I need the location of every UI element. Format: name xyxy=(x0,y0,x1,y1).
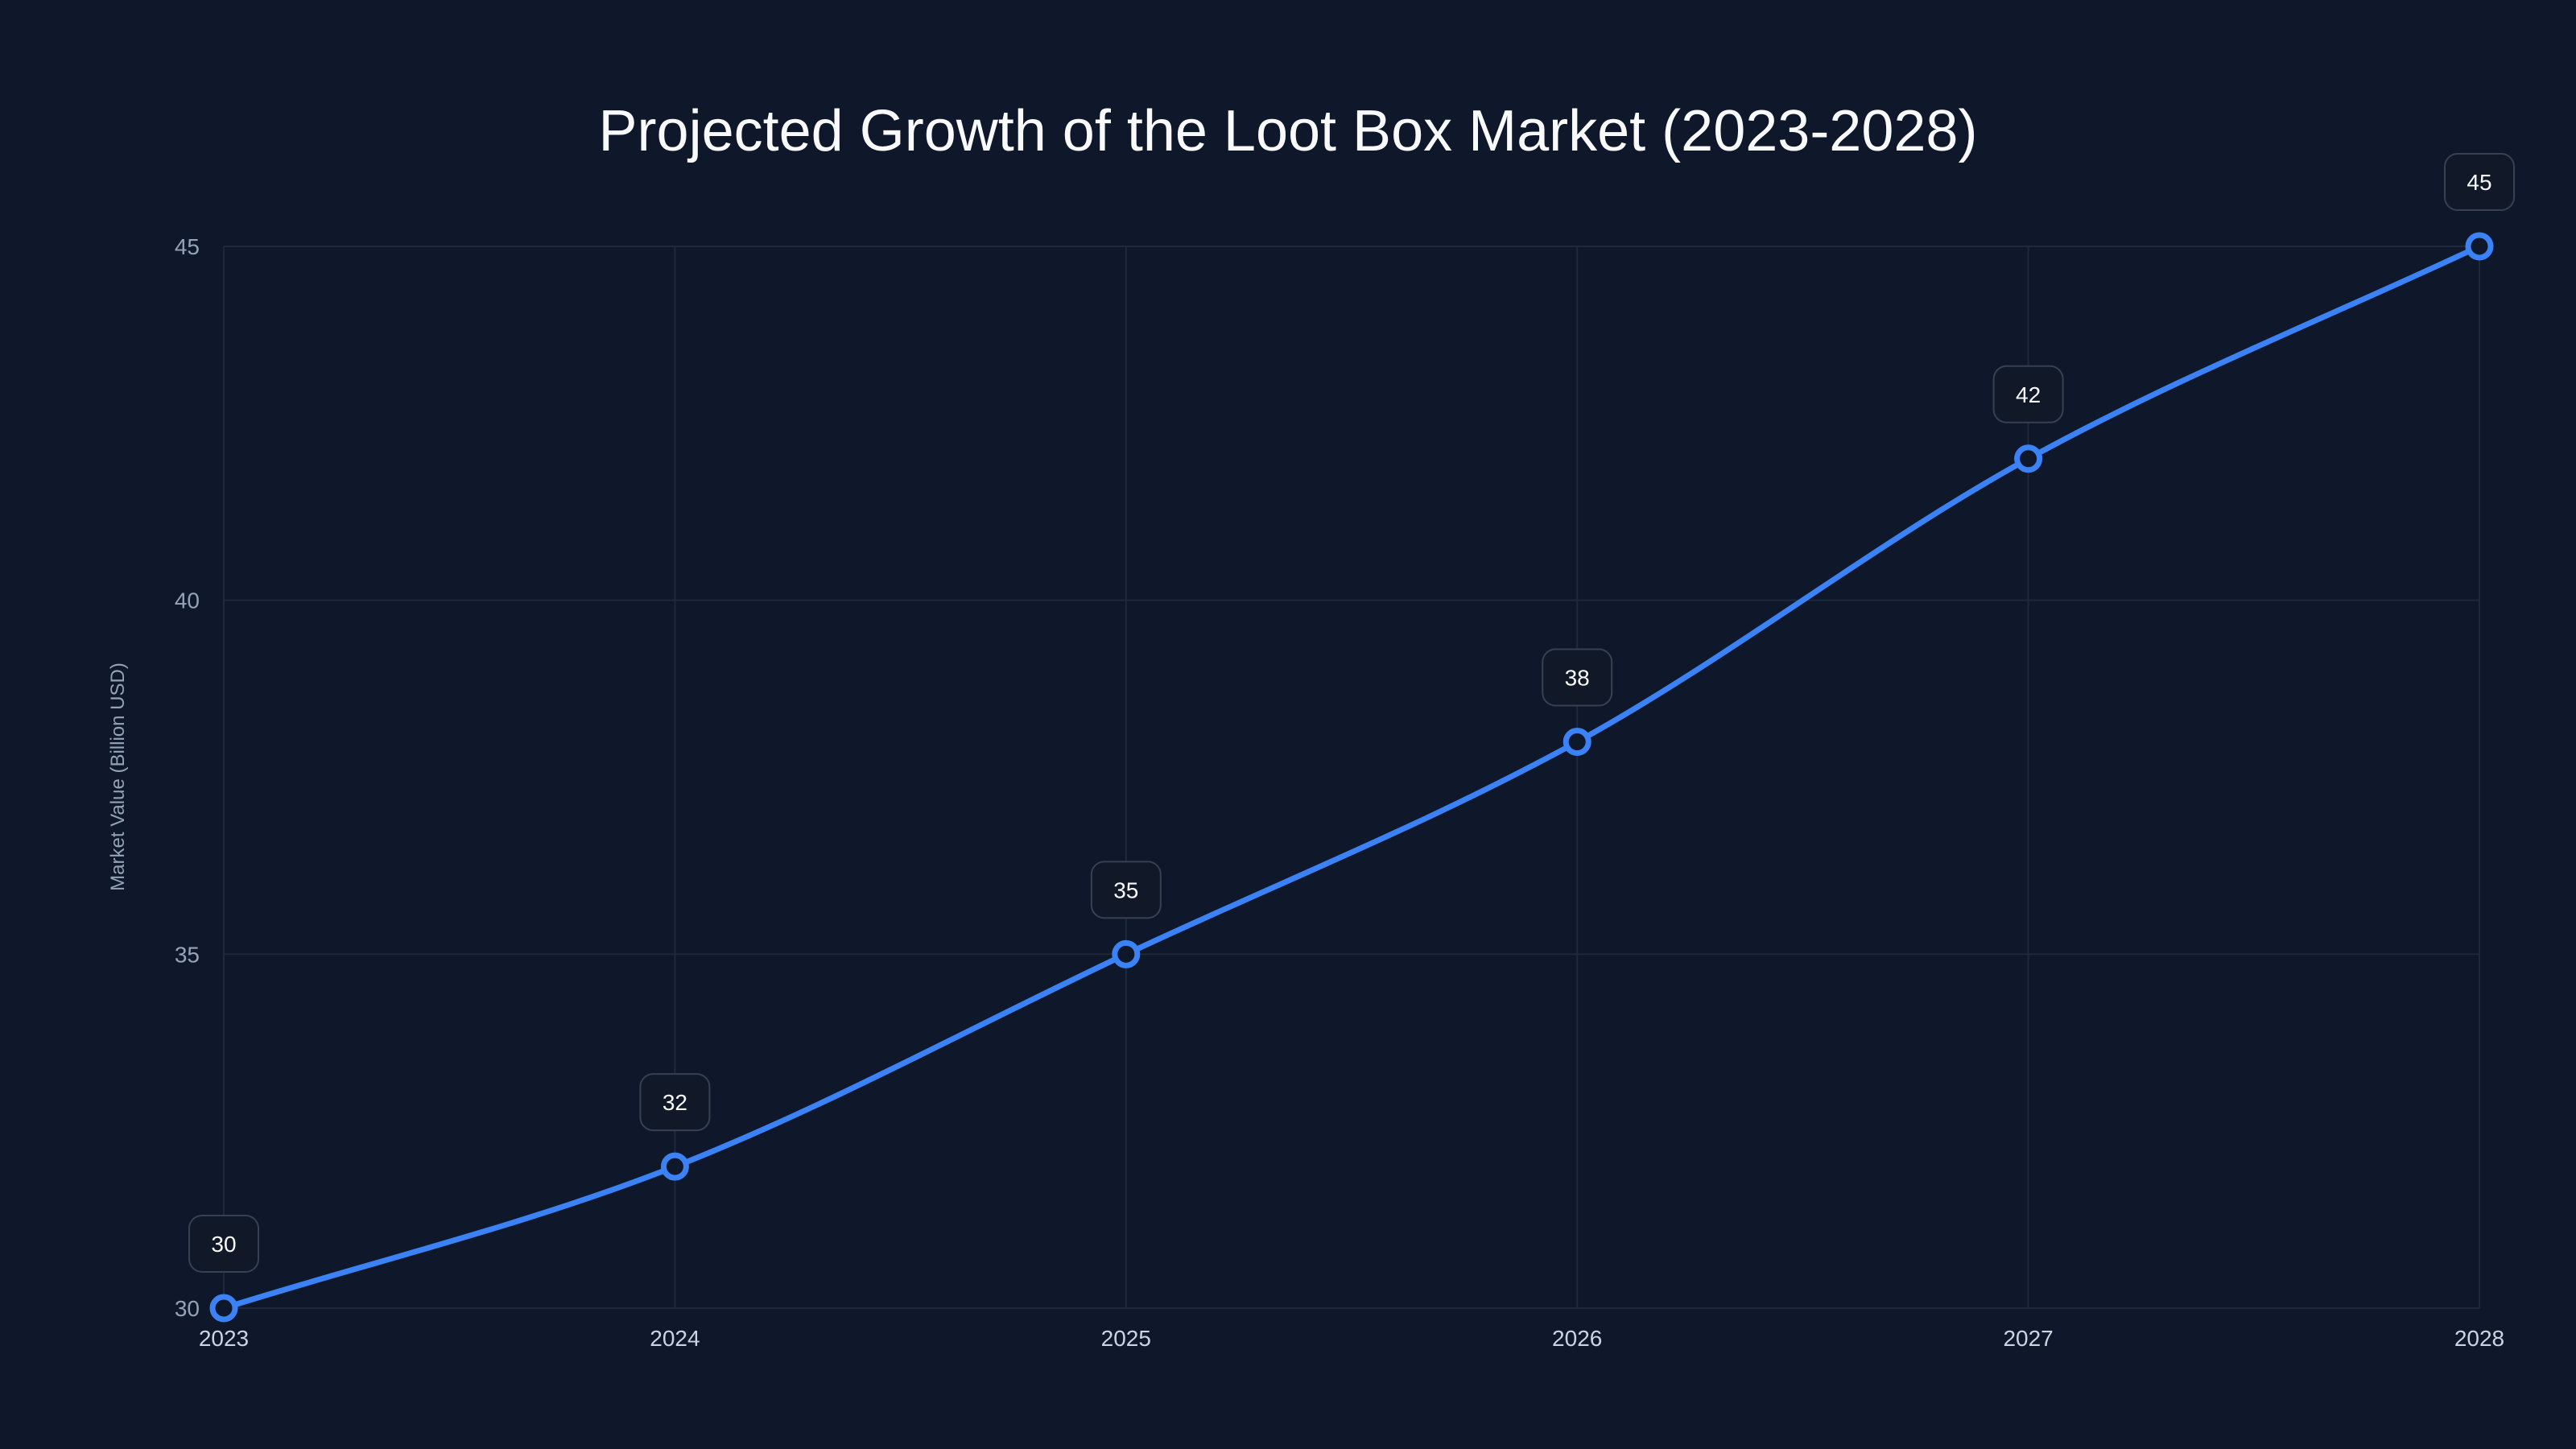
data-labels: 30 32 35 38 42 45 xyxy=(188,153,2515,1273)
data-label: 42 xyxy=(1992,365,2064,423)
data-label-box xyxy=(1090,861,1162,919)
x-tick-label: 2028 xyxy=(2454,1326,2504,1351)
data-point xyxy=(2465,232,2494,261)
data-point xyxy=(1563,728,1591,757)
x-tick-label: 2023 xyxy=(199,1326,249,1351)
data-label-box xyxy=(1992,365,2064,423)
data-label: 35 xyxy=(1090,861,1162,919)
data-label-text: 30 xyxy=(211,1232,236,1257)
y-axis-ticks: 30 35 40 45 xyxy=(175,234,200,1321)
data-label: 45 xyxy=(2444,153,2515,211)
y-tick-label: 35 xyxy=(175,942,200,967)
data-label-text: 45 xyxy=(2467,170,2491,195)
data-label-text: 42 xyxy=(2016,382,2041,407)
data-point xyxy=(660,1152,689,1181)
data-point xyxy=(209,1294,238,1323)
x-tick-label: 2027 xyxy=(2003,1326,2053,1351)
chart-title: Projected Growth of the Loot Box Market … xyxy=(599,99,1978,163)
data-label-box xyxy=(639,1073,711,1132)
data-label: 38 xyxy=(1542,648,1613,707)
grid xyxy=(223,246,2480,1309)
data-label-text: 38 xyxy=(1565,666,1590,691)
series-line xyxy=(221,243,2483,1311)
data-points xyxy=(209,232,2494,1323)
y-axis-label: Market Value (Billion USD) xyxy=(107,663,129,891)
y-tick-label: 45 xyxy=(175,234,200,259)
data-label-box xyxy=(188,1215,259,1273)
x-tick-label: 2025 xyxy=(1101,1326,1151,1351)
data-label: 32 xyxy=(639,1073,711,1132)
data-label-box xyxy=(1542,648,1613,707)
data-label-box xyxy=(2444,153,2515,211)
data-point xyxy=(1112,939,1141,968)
x-axis-ticks: 2023 2024 2025 2026 2027 2028 xyxy=(199,1326,2504,1351)
data-point xyxy=(2014,444,2043,473)
data-label-text: 35 xyxy=(1113,877,1138,902)
y-tick-label: 40 xyxy=(175,588,200,613)
data-label: 30 xyxy=(188,1215,259,1273)
x-tick-label: 2026 xyxy=(1552,1326,1602,1351)
y-tick-label: 30 xyxy=(175,1296,200,1321)
x-tick-label: 2024 xyxy=(650,1326,700,1351)
data-label-text: 32 xyxy=(663,1090,687,1115)
